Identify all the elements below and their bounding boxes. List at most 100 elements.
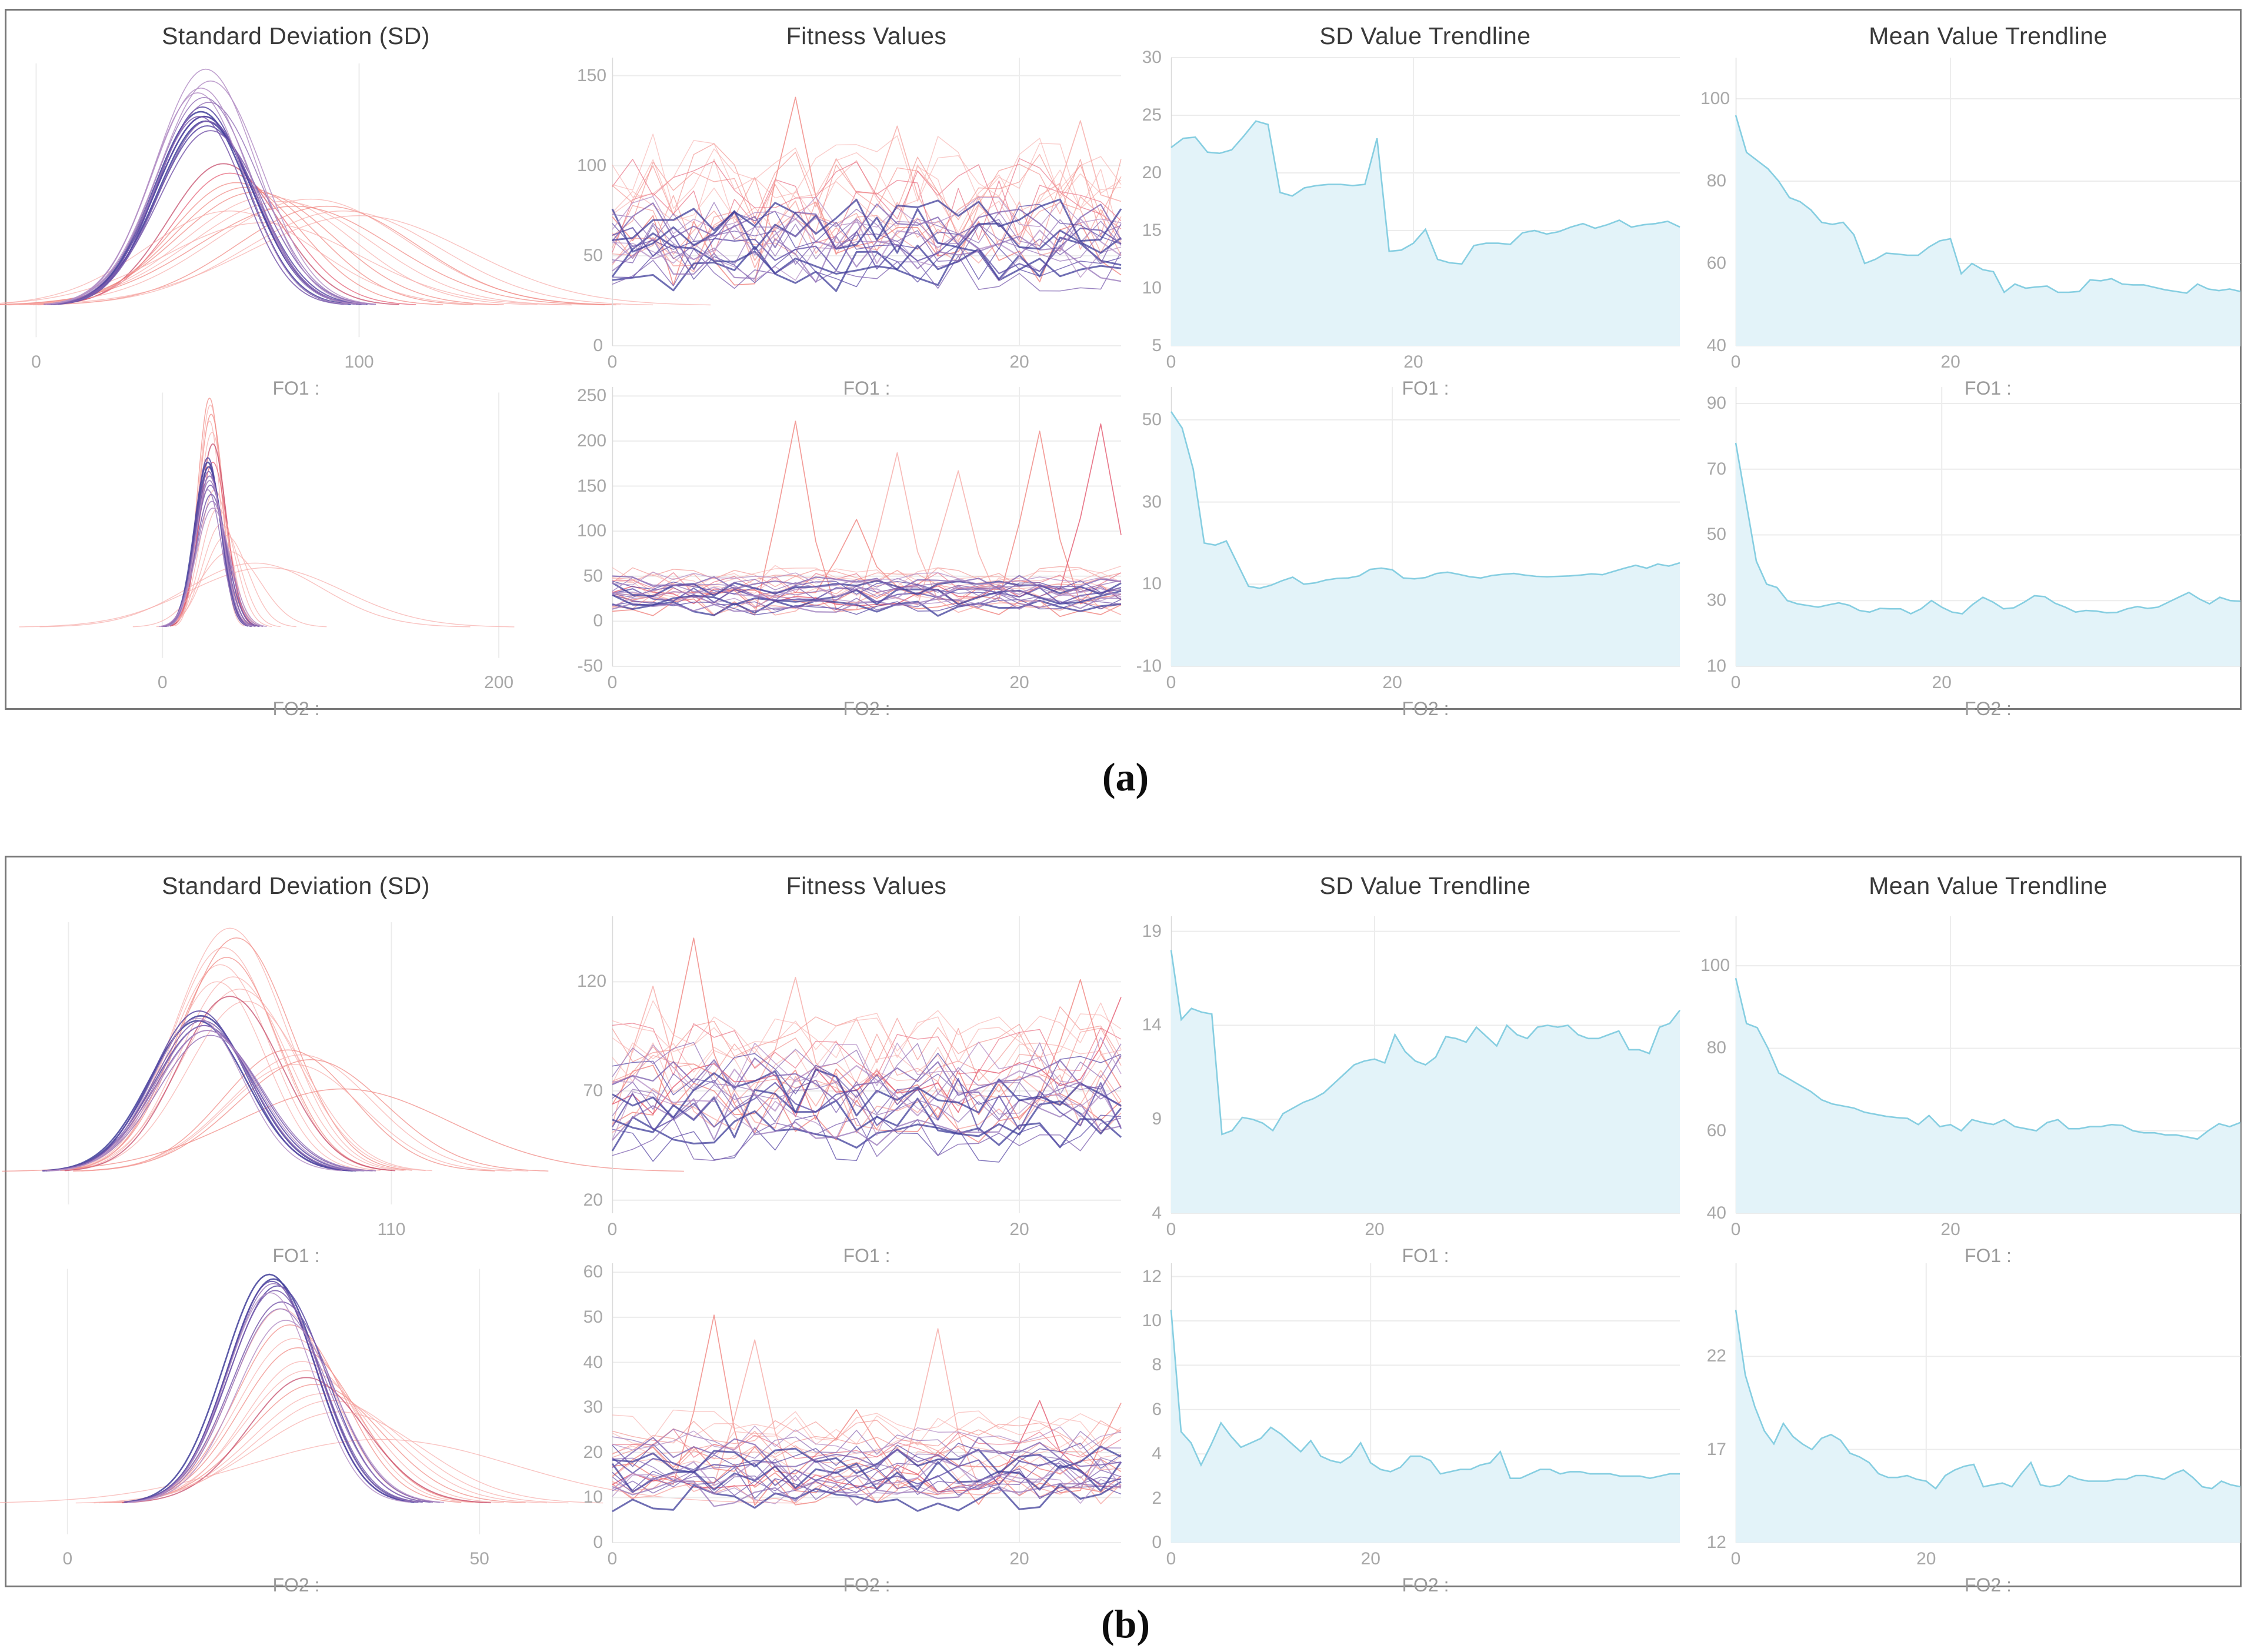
x-tick-label: 200 bbox=[484, 673, 514, 692]
sd-trendline-b-fo1: 4 9 14 19 0 20 FO1 : bbox=[1136, 916, 1681, 1281]
x-tick-label: 20 bbox=[1940, 1220, 1960, 1239]
y-tick-label: 50 bbox=[583, 245, 603, 265]
x-tick-label: 20 bbox=[1940, 352, 1960, 372]
chart-svg-b2c2 bbox=[611, 1263, 1122, 1543]
fitness-chart-b-fo2: 0 10 20 30 40 50 60 0 20 FO2 : bbox=[577, 1262, 1122, 1610]
chart-svg-a1c3 bbox=[1170, 57, 1680, 346]
mean-trendline-a-fo1: 40 60 80 100 0 20 FO1 : bbox=[1700, 58, 2241, 413]
y-tick-label: 14 bbox=[1142, 1015, 1162, 1035]
y-tick-label: 50 bbox=[1142, 409, 1162, 429]
y-tick-label: 5 bbox=[1152, 336, 1162, 355]
y-tick-label: 40 bbox=[1706, 1203, 1726, 1223]
fitness-chart-a-fo2: -50 0 50 100 150 200 250 0 20 FO2 : bbox=[577, 386, 1122, 734]
x-tick-label: 110 bbox=[377, 1220, 406, 1239]
y-tick-label: 90 bbox=[1706, 393, 1726, 413]
x-tick-label: 0 bbox=[1730, 352, 1741, 372]
x-tick-label: 20 bbox=[1382, 673, 1402, 692]
chart-svg-b1c3 bbox=[1170, 916, 1681, 1214]
y-tick-label: 30 bbox=[1142, 48, 1162, 67]
axis-title-b2c1: FO2 : bbox=[272, 1574, 320, 1596]
panel-b: Standard Deviation (SD) Fitness Values S… bbox=[0, 856, 2242, 1596]
x-tick-label: 50 bbox=[469, 1549, 489, 1568]
chart-svg-a1c4 bbox=[1735, 58, 2241, 346]
y-tick-label: 50 bbox=[1706, 525, 1726, 545]
x-tick-label: 20 bbox=[1365, 1220, 1385, 1239]
y-tick-label: 19 bbox=[1142, 921, 1162, 941]
x-tick-label: 0 bbox=[62, 1549, 73, 1568]
axis-title-a2c1: FO2 : bbox=[272, 698, 320, 719]
x-tick-label: 0 bbox=[1166, 673, 1176, 692]
x-tick-label: 20 bbox=[1403, 352, 1423, 372]
y-tick-label: 8 bbox=[1152, 1355, 1162, 1375]
axis-title-b1c1: FO1 : bbox=[272, 1245, 320, 1266]
y-tick-label: 120 bbox=[577, 972, 607, 992]
x-tick-label: 0 bbox=[607, 1220, 618, 1239]
chart-svg-a2c2 bbox=[612, 387, 1122, 667]
panel-b-title-sd-trend: SD Value Trendline bbox=[1319, 872, 1531, 899]
y-tick-label: 15 bbox=[1142, 221, 1162, 240]
y-tick-label: 12 bbox=[1706, 1533, 1726, 1552]
chart-svg-a1c1 bbox=[0, 63, 711, 338]
axis-title-a1c3: FO1 : bbox=[1402, 378, 1449, 399]
chart-svg-b2c3 bbox=[1170, 1263, 1680, 1543]
y-tick-label: 200 bbox=[577, 430, 607, 450]
y-tick-label: 60 bbox=[1706, 1120, 1726, 1140]
y-tick-label: 0 bbox=[593, 1533, 603, 1552]
x-tick-label: 20 bbox=[1916, 1549, 1936, 1568]
y-tick-label: 40 bbox=[583, 1352, 603, 1372]
axis-title-b2c4: FO2 : bbox=[1964, 1574, 2012, 1596]
chart-svg-a2c3 bbox=[1170, 387, 1680, 667]
x-tick-label: 20 bbox=[1932, 673, 1952, 692]
y-tick-label: 9 bbox=[1152, 1109, 1162, 1129]
density-chart-b-fo2: 0 50 FO2 : bbox=[0, 1263, 803, 1610]
chart-svg-b2c1 bbox=[0, 1269, 803, 1534]
y-tick-label: 0 bbox=[593, 611, 603, 631]
panel-b-title-mean-trend: Mean Value Trendline bbox=[1869, 872, 2107, 899]
fitness-chart-b-fo1: 20 70 120 0 20 FO1 : bbox=[577, 916, 1122, 1281]
axis-title-a1c4: FO1 : bbox=[1964, 378, 2012, 399]
x-tick-label: 20 bbox=[1009, 1220, 1029, 1239]
axis-title-b1c4: FO1 : bbox=[1964, 1245, 2012, 1266]
y-tick-label: 70 bbox=[1706, 459, 1726, 479]
panel-a-title-sd-trend: SD Value Trendline bbox=[1319, 22, 1531, 49]
mean-trendline-a-fo2: 10 30 50 70 90 0 20 FO2 : bbox=[1700, 387, 2241, 734]
x-tick-label: 20 bbox=[1360, 1549, 1380, 1568]
y-tick-label: 0 bbox=[593, 336, 603, 355]
caption-b: (b) bbox=[1101, 1601, 1150, 1646]
axis-title-a1c1: FO1 : bbox=[272, 378, 320, 399]
y-tick-label: 10 bbox=[1142, 574, 1162, 594]
y-tick-label: 80 bbox=[1706, 171, 1726, 191]
x-tick-label: 100 bbox=[344, 352, 374, 372]
y-tick-label: 30 bbox=[583, 1397, 603, 1417]
y-tick-label: 50 bbox=[583, 566, 603, 586]
x-tick-label: 0 bbox=[157, 673, 168, 692]
y-tick-label: 6 bbox=[1152, 1399, 1162, 1419]
density-chart-a-fo1: 0 100 FO1 : bbox=[0, 58, 711, 413]
y-tick-label: 100 bbox=[577, 521, 607, 541]
y-tick-label: 20 bbox=[1142, 163, 1162, 182]
y-tick-label: 30 bbox=[1706, 590, 1726, 610]
y-tick-label: 60 bbox=[1706, 253, 1726, 273]
panel-a-title-mean-trend: Mean Value Trendline bbox=[1869, 22, 2107, 49]
y-tick-label: 20 bbox=[583, 1190, 603, 1210]
x-tick-label: 20 bbox=[1009, 352, 1029, 372]
y-tick-label: 20 bbox=[583, 1442, 603, 1462]
x-tick-label: 0 bbox=[1166, 1220, 1176, 1239]
density-chart-b-fo1: 110 FO1 : bbox=[0, 916, 684, 1281]
y-tick-label: 22 bbox=[1706, 1346, 1726, 1366]
y-tick-label: 50 bbox=[583, 1307, 603, 1327]
y-tick-label: 150 bbox=[577, 476, 607, 496]
x-tick-label: 0 bbox=[607, 352, 618, 372]
sd-trendline-b-fo2: 0 2 4 6 8 10 12 0 20 FO2 : bbox=[1136, 1263, 1680, 1610]
mean-trendline-b-fo1: 40 60 80 100 0 20 FO1 : bbox=[1700, 916, 2241, 1281]
y-tick-label: 100 bbox=[1700, 956, 1730, 976]
y-tick-label: 10 bbox=[583, 1487, 603, 1507]
fitness-chart-a-fo1: 0 50 100 150 0 20 FO1 : bbox=[577, 58, 1122, 413]
x-tick-label: 0 bbox=[31, 352, 41, 372]
y-tick-label: 10 bbox=[1706, 656, 1726, 676]
y-tick-label: 100 bbox=[577, 155, 607, 175]
axis-title-a2c4: FO2 : bbox=[1964, 698, 2012, 719]
y-tick-label: 100 bbox=[1700, 89, 1730, 108]
caption-a: (a) bbox=[1102, 755, 1149, 799]
y-tick-label: 150 bbox=[577, 65, 607, 85]
